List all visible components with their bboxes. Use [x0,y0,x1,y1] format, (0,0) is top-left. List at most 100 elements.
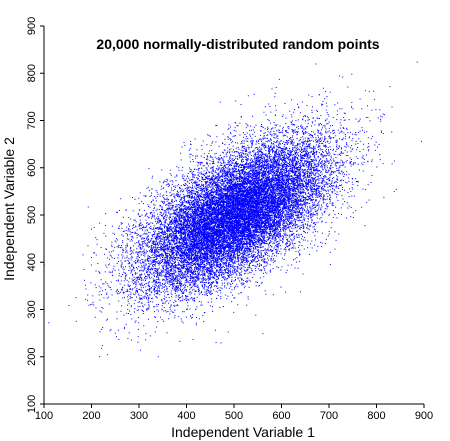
data-point [236,274,238,276]
data-point [193,190,195,192]
data-point [196,189,198,191]
data-point [180,280,182,282]
data-point [282,179,284,181]
data-point [263,239,265,241]
data-point [229,178,231,180]
data-point [175,272,177,274]
data-point [177,294,179,296]
data-point [209,252,211,254]
data-point [173,257,175,259]
data-point [245,179,247,181]
data-point [166,200,168,202]
data-point [290,230,292,232]
data-point [151,298,153,300]
data-point [309,207,311,209]
data-point [157,227,159,229]
data-point [307,171,309,173]
data-point [192,232,194,234]
data-point [196,233,198,235]
data-point [208,269,210,271]
data-point [234,171,236,173]
data-point [186,175,188,177]
data-point [228,256,230,258]
data-point [243,147,245,149]
data-point [232,212,234,214]
data-point [378,143,380,145]
data-point [132,210,134,212]
data-point [224,138,226,140]
data-point [216,285,218,287]
data-point [234,127,236,129]
data-point [137,254,139,256]
data-point [189,153,191,155]
data-point [214,329,216,331]
data-point [225,227,227,229]
data-point [289,168,291,170]
data-point [275,240,277,242]
data-point [233,232,235,234]
data-point [335,239,337,241]
data-point [284,214,286,216]
data-point [257,160,259,162]
data-point [225,294,227,296]
data-point [391,163,393,165]
data-point [159,236,161,238]
data-point [230,168,232,170]
data-point [288,206,290,208]
data-point [185,277,187,279]
data-point [170,203,172,205]
data-point [314,244,316,246]
data-point [160,226,162,228]
data-point [201,149,203,151]
data-point [298,244,300,246]
data-point [247,280,249,282]
data-point [180,264,182,266]
data-point [168,244,170,246]
data-point [199,244,201,246]
data-point [230,207,232,209]
data-point [174,213,176,215]
data-point [235,170,237,172]
data-point [153,259,155,261]
data-point [217,265,219,267]
data-point [155,190,157,192]
data-point [168,228,170,230]
data-point [196,248,198,250]
data-point [215,238,217,240]
data-point [164,262,166,264]
data-point [329,176,331,178]
data-point [299,173,301,175]
data-point [218,182,220,184]
data-point [233,234,235,236]
data-point [193,283,195,285]
data-point [202,249,204,251]
data-point [261,126,263,128]
data-point [271,182,273,184]
data-point [263,157,265,159]
data-point [332,129,334,131]
data-point [158,255,160,257]
data-point [201,232,203,234]
data-point [184,243,186,245]
data-point [268,214,270,216]
data-point [166,273,168,275]
data-point [199,190,201,192]
data-point [128,238,130,240]
data-point [192,174,194,176]
data-point [225,215,227,217]
data-point [211,230,213,232]
data-point [185,207,187,209]
data-point [183,215,185,217]
data-point [132,283,134,285]
data-point [226,192,228,194]
data-point [273,144,275,146]
data-point [183,259,185,261]
data-point [222,276,224,278]
data-point [329,153,331,155]
data-point [229,163,231,165]
data-point [317,212,319,214]
data-point [164,227,166,229]
data-point [147,216,149,218]
data-point [243,264,245,266]
data-point [174,228,176,230]
